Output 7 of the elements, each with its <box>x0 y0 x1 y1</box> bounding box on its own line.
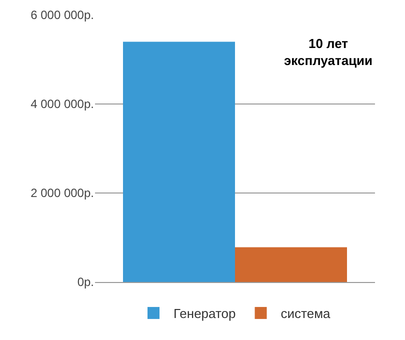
y-tick-label: 2 000 000р. <box>30 186 94 200</box>
annotation: 10 лет эксплуатации <box>284 36 373 68</box>
y-tick-label: 4 000 000р. <box>30 97 94 112</box>
legend-label: Генератор <box>174 306 236 322</box>
y-tick-label: 0р. <box>77 275 94 290</box>
legend-label: система <box>280 306 332 322</box>
y-tick-label: 6 000 000р. <box>30 8 94 22</box>
